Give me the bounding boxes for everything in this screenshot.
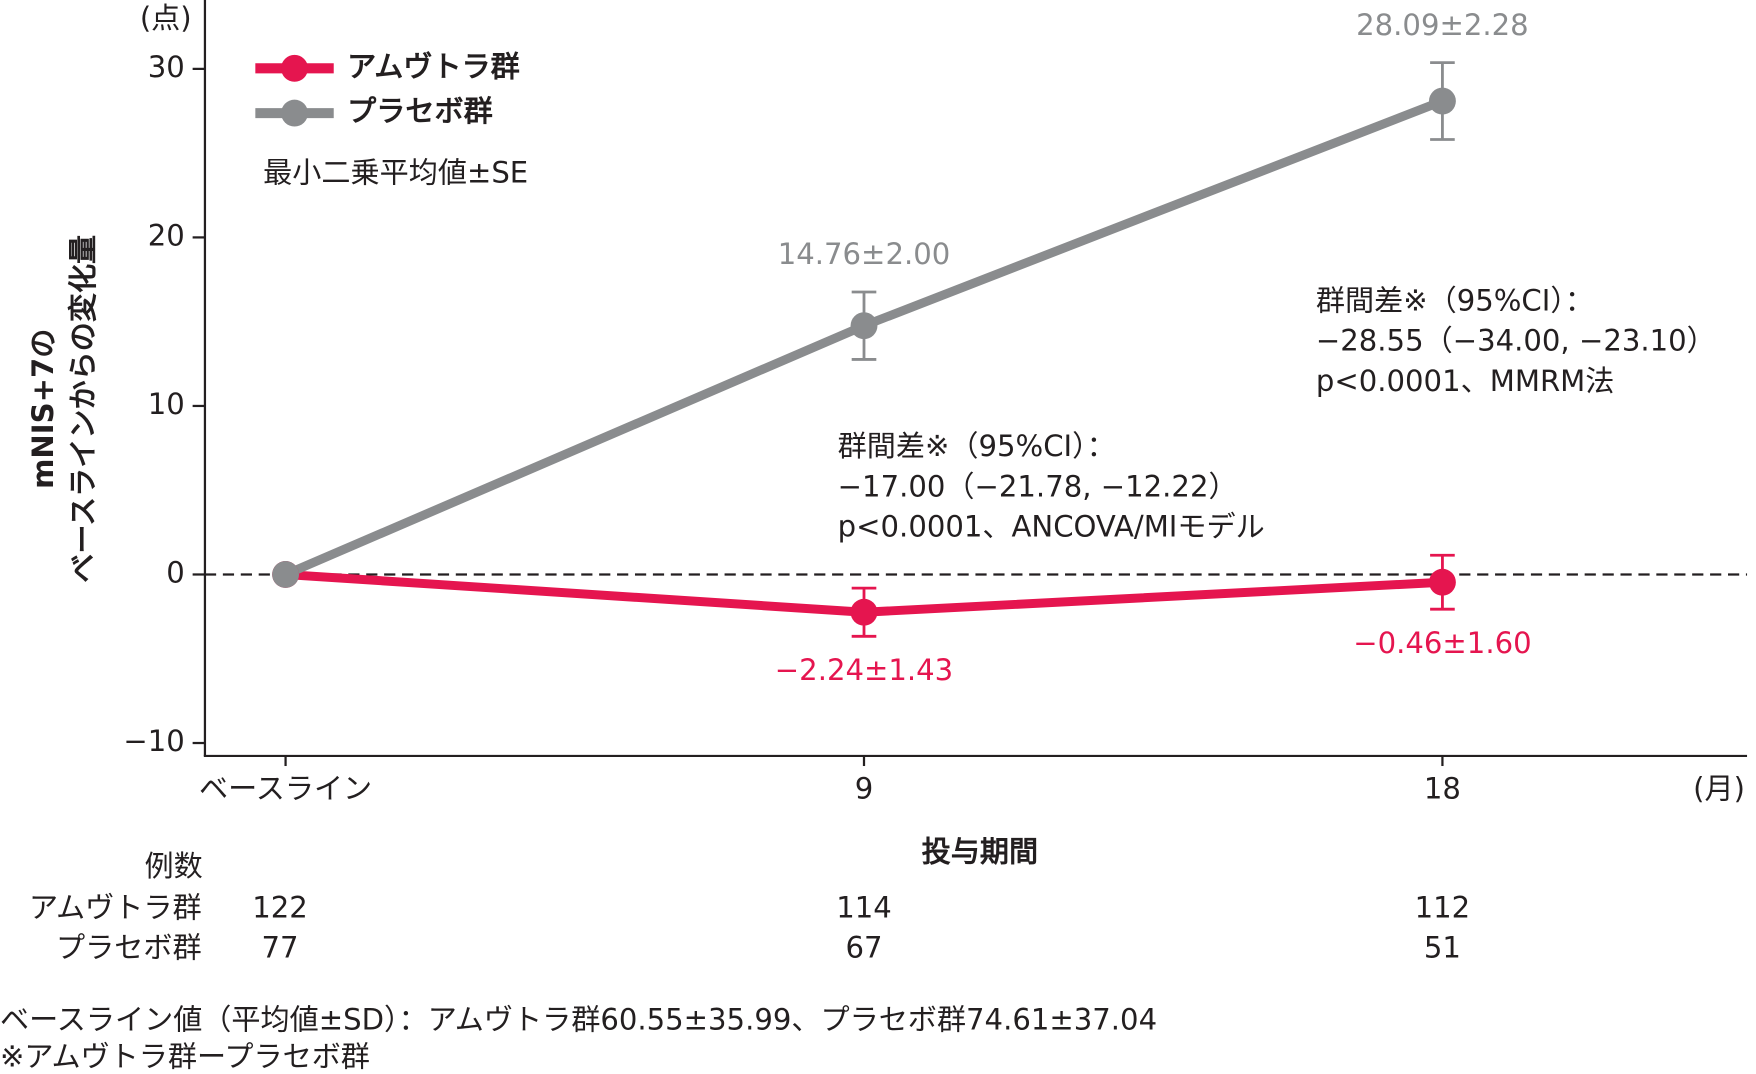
legend-label: プラセボ群 bbox=[347, 94, 493, 128]
data-label: 14.76±2.00 bbox=[778, 237, 951, 271]
annotation: 群間差※（95%CI）： bbox=[1316, 283, 1594, 317]
table-row-name: プラセボ群 bbox=[56, 931, 202, 965]
data-point bbox=[850, 598, 878, 626]
y-tick-label: 20 bbox=[148, 218, 185, 252]
data-point bbox=[272, 561, 300, 588]
annotation: p<0.0001、MMRM法 bbox=[1316, 364, 1615, 398]
y-tick-label: 10 bbox=[148, 387, 185, 421]
x-tick-label: 9 bbox=[855, 772, 874, 806]
x-unit: (月) bbox=[1693, 772, 1745, 806]
legend-marker bbox=[281, 54, 308, 82]
table-row-name: アムヴトラ群 bbox=[29, 890, 202, 924]
table-cell: 114 bbox=[836, 890, 892, 924]
data-point bbox=[1428, 568, 1456, 596]
data-label: −2.24±1.43 bbox=[775, 653, 953, 687]
table-cell: 51 bbox=[1424, 931, 1461, 965]
y-unit: (点) bbox=[140, 1, 192, 35]
annotation: 群間差※（95%CI）： bbox=[838, 429, 1116, 463]
x-axis-title: 投与期間 bbox=[922, 834, 1038, 868]
data-point bbox=[850, 312, 878, 340]
table-title: 例数 bbox=[144, 849, 202, 883]
y-tick-label: 0 bbox=[166, 555, 185, 589]
y-axis-title: mNIS+7の bbox=[26, 329, 60, 489]
annotation: p<0.0001、ANCOVA/MIモデル bbox=[838, 510, 1265, 544]
y-tick-label: −10 bbox=[123, 724, 184, 758]
footnote: ベースライン値（平均値±SD）：アムヴトラ群60.55±35.99、プラセボ群7… bbox=[0, 1002, 1157, 1036]
y-tick-label: 30 bbox=[148, 50, 185, 84]
x-tick-label: ベースライン bbox=[199, 772, 372, 806]
legend-note: 最小二乗平均値±SE bbox=[263, 156, 528, 190]
legend-marker bbox=[281, 99, 308, 127]
table-cell: 122 bbox=[252, 890, 308, 924]
table-cell: 112 bbox=[1415, 890, 1471, 924]
annotation: −17.00（−21.78, −12.22） bbox=[838, 469, 1238, 503]
legend-label: アムヴトラ群 bbox=[347, 49, 520, 83]
footnote: ※アムヴトラ群ープラセボ群 bbox=[0, 1039, 370, 1073]
table-cell: 67 bbox=[845, 931, 882, 965]
table-cell: 77 bbox=[261, 931, 298, 965]
data-label: 28.09±2.28 bbox=[1356, 8, 1529, 42]
data-label: −0.46±1.60 bbox=[1353, 626, 1531, 660]
annotation: −28.55（−34.00, −23.10） bbox=[1316, 324, 1716, 358]
data-point bbox=[1428, 87, 1456, 115]
x-tick-label: 18 bbox=[1424, 772, 1461, 806]
y-axis-title: ベースラインからの変化量 bbox=[66, 235, 100, 583]
